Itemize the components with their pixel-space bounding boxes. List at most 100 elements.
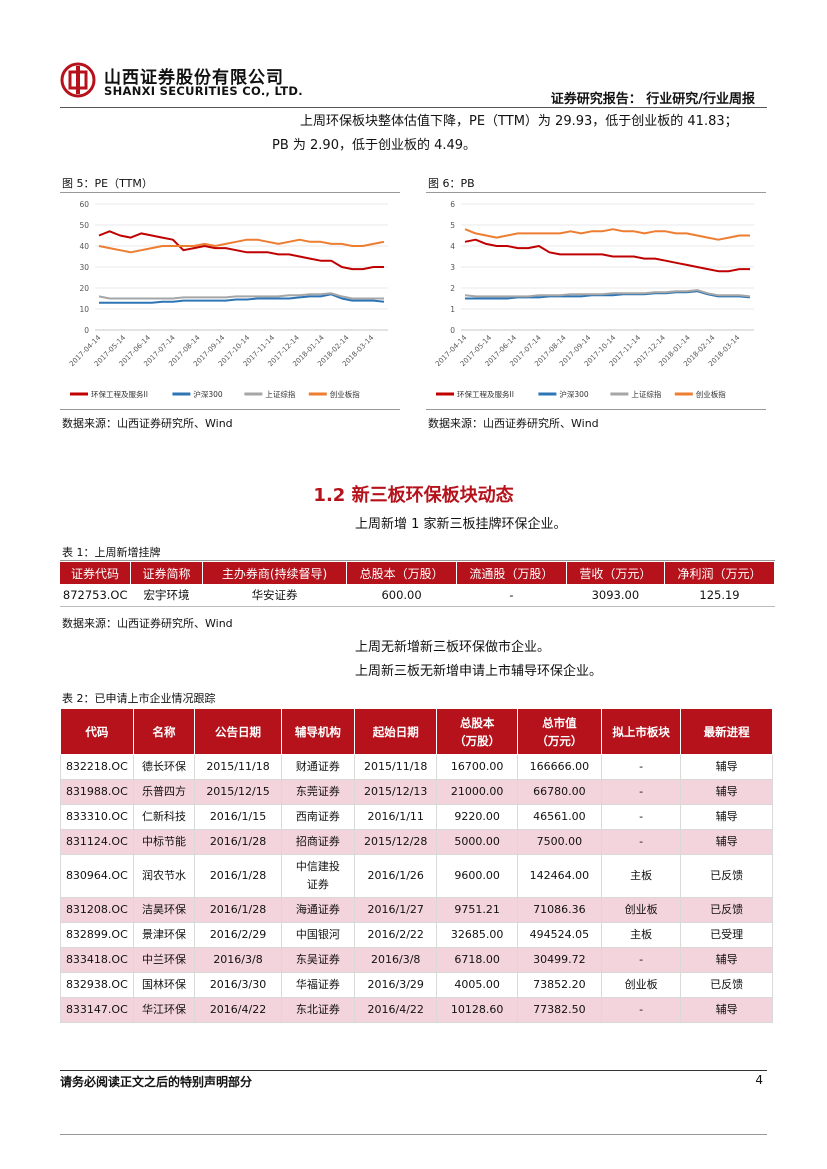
table-cell: - (601, 997, 682, 1023)
series-line (98, 292, 384, 300)
table-cell: 7500.00 (516, 829, 603, 855)
table-row: 831988.OC 乐普四方 2015/12/15 东莞证券 2015/12/13 210… (60, 779, 773, 805)
table2-header-cell: 拟上市板块 (601, 708, 682, 755)
table-cell: 2015/12/13 (353, 779, 438, 805)
table-cell: 494524.05 (516, 922, 603, 948)
table-cell: 4005.00 (436, 972, 518, 998)
bottom-rule (60, 1134, 767, 1135)
figure6-title: 图 6：PB (428, 177, 475, 190)
table-cell: - (601, 947, 682, 973)
table-cell: 已受理 (680, 922, 773, 948)
table-cell: 乐普四方 (132, 779, 196, 805)
table-cell: 2016/1/15 (194, 804, 282, 830)
table-cell: 2016/3/30 (194, 972, 282, 998)
table-cell: 831208.OC (60, 897, 134, 923)
y-tick-label: 30 (79, 263, 89, 272)
table-cell: 已反馈 (680, 854, 773, 898)
legend-label: 创业板指 (696, 389, 726, 399)
legend-label: 环保工程及服务II (91, 389, 148, 399)
table-cell: 2016/3/8 (353, 947, 438, 973)
y-tick-label: 20 (79, 284, 89, 293)
table-row: 832899.OC 景津环保 2016/2/29 中国银河 2016/2/22 32685… (60, 922, 773, 948)
table-cell: 辅导 (680, 804, 773, 830)
table-cell: 125.19 (664, 584, 775, 607)
series-line (99, 293, 385, 304)
table-row: 831208.OC 洁昊环保 2016/1/28 海通证券 2016/1/27 9751.… (60, 897, 773, 923)
table-cell: 832938.OC (60, 972, 134, 998)
table-cell: 2016/1/28 (194, 854, 282, 898)
table-cell: 辅导 (680, 779, 773, 805)
table-cell: 海通证券 (280, 897, 355, 923)
table-cell: 已反馈 (680, 972, 773, 998)
table-cell: 66780.00 (516, 779, 603, 805)
y-tick-label: 50 (79, 221, 89, 230)
y-tick-label: 0 (450, 326, 455, 335)
table-cell: 2015/12/15 (194, 779, 282, 805)
table-cell: 830964.OC (60, 854, 134, 898)
table-cell: 2016/2/29 (194, 922, 282, 948)
y-tick-label: 1 (450, 305, 455, 314)
table2-header-cell: 代码 (60, 708, 134, 755)
table-row: 830964.OC 润农节水 2016/1/28 中信建投 证券 2016/1/26 960… (60, 854, 773, 898)
section-title: 1.2 新三板环保板块动态 (313, 485, 514, 506)
new-listings-table: 证券代码 证券简称 主办券商(持续督导) 总股本（万股） 流通股（万股） 营收（万元） 净利… (60, 562, 775, 607)
table-cell: 2016/1/28 (194, 829, 282, 855)
figure6-bottom-rule (426, 409, 766, 410)
table-cell: 辅导 (680, 829, 773, 855)
y-tick-label: 3 (450, 263, 455, 272)
table-cell: 832899.OC (60, 922, 134, 948)
legend-label: 环保工程及服务II (457, 389, 514, 399)
figure6-top-rule (426, 192, 766, 193)
section-line-3: 上周新三板无新增申请上市辅导环保企业。 (355, 664, 603, 679)
table-cell: 西南证券 (280, 804, 355, 830)
y-tick-label: 60 (79, 200, 89, 209)
table-cell: 833418.OC (60, 947, 134, 973)
table-cell: - (601, 804, 682, 830)
table-cell: 中兰环保 (132, 947, 196, 973)
table-row: 833147.OC 华江环保 2016/4/22 东北证券 2016/4/22 10128… (60, 997, 773, 1023)
table2-header-cell: 总股本 （万股） (436, 708, 518, 755)
header-rule (60, 107, 767, 108)
table-cell: 宏宇环境 (130, 584, 203, 607)
table1-header-cell: 主办券商(持续督导) (202, 562, 348, 584)
table-cell: 华江环保 (132, 997, 196, 1023)
series-line (98, 238, 385, 254)
table-cell: 46561.00 (516, 804, 603, 830)
intro-line-2: PB 为 2.90，低于创业板的 4.49。 (272, 138, 477, 153)
table1-source: 数据来源：山西证券研究所、Wind (62, 617, 233, 630)
legend-label: 沪深300 (193, 389, 223, 399)
table-row: 872753.OC 宏宇环境 华安证券 600.00-3093.00 125.19 (60, 584, 775, 607)
y-tick-label: 4 (450, 242, 455, 251)
y-tick-label: 6 (450, 200, 455, 209)
table-cell: 2016/4/22 (353, 997, 438, 1023)
table-cell: 辅导 (680, 997, 773, 1023)
table-row: 833310.OC 仁新科技 2016/1/15 西南证券 2016/1/11 9220.… (60, 804, 773, 830)
table1-caption-rule (60, 560, 775, 561)
table-cell: 16700.00 (436, 754, 518, 780)
table1-header-cell: 证券简称 (130, 562, 204, 584)
table-cell: 833147.OC (60, 997, 134, 1023)
table-cell: 73852.20 (516, 972, 603, 998)
table2-header-cell: 最新进程 (680, 708, 773, 755)
table-cell: 东吴证券 (280, 947, 355, 973)
table-row: 833418.OC 中兰环保 2016/3/8 东吴证券 2016/3/8 6718.00… (60, 947, 773, 973)
table-cell: 2015/11/18 (353, 754, 438, 780)
y-tick-label: 2 (450, 284, 455, 293)
table-cell: 77382.50 (516, 997, 603, 1023)
table-cell: 润农节水 (132, 854, 196, 898)
table-cell: 5000.00 (436, 829, 518, 855)
company-name-en: SHANXI SECURITIES CO., LTD. (104, 84, 303, 98)
y-tick-label: 0 (84, 326, 89, 335)
table-cell: 2016/4/22 (194, 997, 282, 1023)
table-cell: 中标节能 (132, 829, 196, 855)
legend-label: 沪深300 (559, 389, 589, 399)
figure5-top-rule (60, 192, 400, 193)
table1-header-cell: 证券代码 (60, 562, 131, 584)
table-cell: 30499.72 (516, 947, 603, 973)
table-cell: 2016/2/22 (353, 922, 438, 948)
table-cell: 10128.60 (436, 997, 518, 1023)
section-line-2: 上周无新增新三板环保做市企业。 (355, 640, 551, 655)
table-cell: 600.00 (346, 584, 457, 607)
table1-header-cell: 营收（万元） (566, 562, 666, 584)
table-cell: - (456, 584, 567, 607)
